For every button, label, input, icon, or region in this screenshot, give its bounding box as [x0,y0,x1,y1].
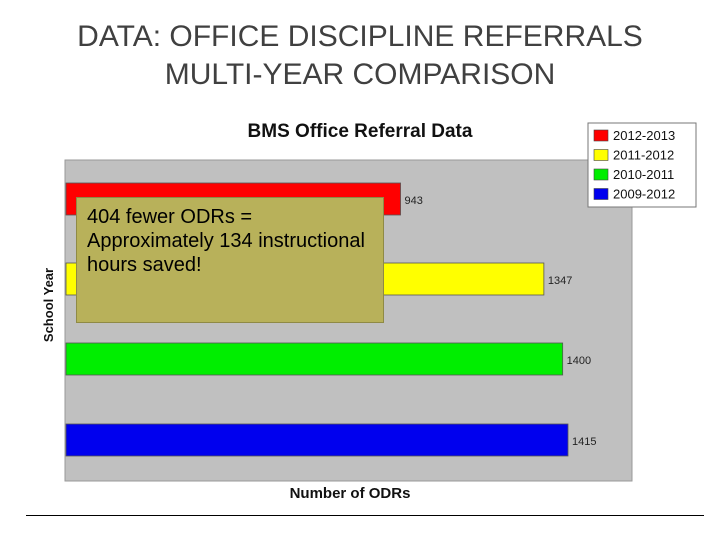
bar-value-label: 943 [405,195,423,207]
bar-value-label: 1415 [572,436,596,448]
slide-title: DATA: OFFICE DISCIPLINE REFERRALS MULTI-… [0,18,720,94]
legend-swatch [593,129,609,142]
x-axis-label: Number of ODRs [290,485,411,502]
legend-label: 2010-2011 [613,167,674,182]
bar-value-label: 1347 [548,275,572,287]
callout-box: 404 fewer ODRs = Approximately 134 instr… [76,197,384,323]
y-axis-label: School Year [41,268,56,342]
slide-title-line-2: MULTI-YEAR COMPARISON [164,58,556,91]
legend-swatch [593,149,609,161]
bar-2010-2011 [65,342,564,376]
bar-value-label: 1400 [567,355,591,367]
bar-2009-2012 [65,423,569,457]
legend-swatch [593,188,609,200]
footer-divider [26,515,704,516]
legend-label: 2009-2012 [613,187,675,202]
slide-title-line-1: DATA: OFFICE DISCIPLINE REFERRALS [77,20,643,53]
legend-label: 2011-2012 [613,148,674,163]
legend-swatch [593,168,609,181]
legend: 2012-2013 2011-2012 2010-2011 2009-2012 [587,122,697,208]
chart-title: BMS Office Referral Data [248,121,473,142]
legend-label: 2012-2013 [613,128,675,143]
